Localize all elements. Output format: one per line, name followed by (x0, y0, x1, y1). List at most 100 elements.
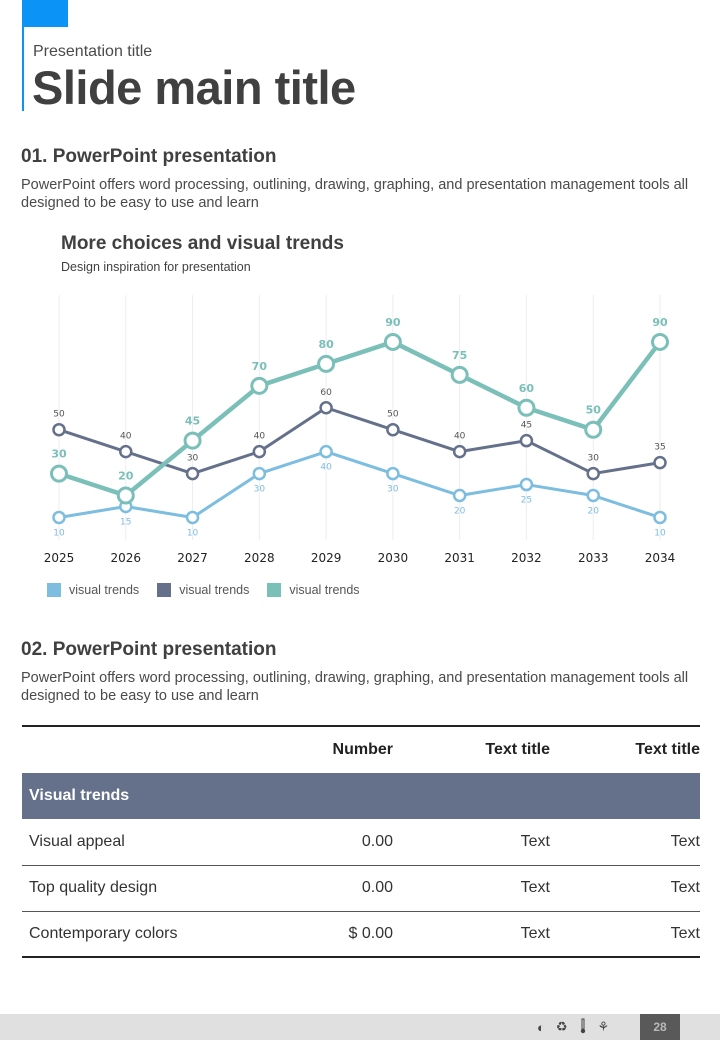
x-tick-label: 2031 (444, 551, 475, 565)
x-tick-label: 2027 (177, 551, 208, 565)
section2-body: PowerPoint offers word processing, outli… (21, 670, 689, 704)
x-tick-label: 2026 (111, 551, 142, 565)
table-cell: Visual appeal (22, 819, 252, 866)
data-label: 40 (454, 432, 466, 442)
section1-body: PowerPoint offers word processing, outli… (21, 177, 689, 211)
data-label: 90 (385, 316, 401, 329)
data-point (386, 466, 400, 481)
series-line (58, 339, 662, 498)
data-point (52, 422, 66, 437)
data-label: 60 (519, 382, 535, 395)
accent-block (22, 0, 68, 27)
x-tick-label: 2029 (311, 551, 342, 565)
globe-icon: ◐ (537, 1019, 545, 1035)
data-label: 10 (654, 528, 666, 538)
table-header-row: Number Text title Text title (22, 726, 700, 773)
table-header: Number (332, 741, 393, 758)
series-line (58, 406, 661, 476)
table-cell: $ 0.00 (348, 924, 393, 942)
data-point (116, 486, 135, 505)
data-point (183, 431, 202, 450)
table-row: Contemporary colors $ 0.00 Text Text (22, 911, 700, 957)
table-cell: Text (400, 865, 550, 912)
table-cell: Top quality design (22, 865, 252, 912)
legend-item: visual trends (47, 583, 139, 597)
table-cell: Text (550, 865, 700, 912)
table-cell: Text (520, 924, 550, 942)
legend-label: visual trends (69, 583, 140, 597)
chart-legend: visual trends visual trends visual trend… (47, 583, 360, 597)
data-point (250, 376, 269, 395)
data-label: 50 (387, 410, 399, 420)
page-number: 28 (640, 1014, 680, 1040)
footer-bar (0, 1014, 720, 1040)
x-tick-label: 2030 (378, 551, 409, 565)
thermometer-icon (579, 1018, 587, 1037)
table-row: Visual appeal 0.00 Text Text (22, 819, 700, 866)
table-cell: Text (670, 924, 700, 942)
group-label: Visual trends (22, 773, 700, 819)
data-point (519, 433, 534, 448)
x-tick-label: 2034 (645, 551, 676, 565)
x-tick-label: 2033 (578, 551, 609, 565)
data-label: 75 (452, 349, 467, 362)
data-label: 20 (118, 470, 134, 483)
data-point (586, 466, 600, 481)
data-point (185, 510, 200, 525)
data-label: 40 (254, 432, 266, 442)
data-label: 30 (587, 454, 599, 464)
legend-label: visual trends (289, 583, 360, 597)
data-label: 30 (387, 485, 399, 495)
data-point (651, 332, 669, 351)
data-label: 30 (51, 448, 67, 461)
x-tick-label: 2028 (244, 551, 275, 565)
table-cell: Text (400, 819, 550, 866)
series-line (58, 450, 661, 519)
table-cell: Contemporary colors (29, 924, 178, 942)
legend-swatch (47, 583, 61, 597)
data-label: 35 (654, 443, 665, 453)
data-point (319, 444, 333, 459)
chart-subtitle: Design inspiration for presentation (61, 260, 251, 274)
plant-icon: ⚘ (597, 1019, 610, 1034)
legend-item: visual trends (267, 583, 360, 597)
data-label: 10 (187, 528, 199, 538)
data-point (319, 401, 333, 415)
data-label: 30 (254, 485, 266, 495)
legend-swatch (157, 583, 172, 597)
table-header: Text title (485, 741, 550, 758)
section1-title: 01. PowerPoint presentation (21, 146, 277, 167)
accent-line (22, 27, 24, 111)
data-label: 70 (252, 360, 268, 373)
data-label: 80 (318, 338, 334, 351)
data-label: 40 (120, 432, 132, 442)
legend-item: visual trends (157, 583, 249, 597)
recycle-icon: ♻ (555, 1019, 568, 1034)
presentation-title: Presentation title (33, 43, 153, 60)
data-label: 45 (185, 415, 200, 428)
data-point (519, 477, 534, 492)
table-header (22, 726, 252, 773)
legend-label: visual trends (179, 583, 250, 597)
data-point (119, 444, 133, 459)
footer-icons: ◐ ♻ ⚘ (537, 1014, 609, 1040)
data-label: 90 (652, 316, 668, 329)
data-point (653, 455, 667, 470)
table-cell: 0.00 (252, 819, 400, 866)
legend-swatch (267, 583, 282, 597)
data-point (452, 488, 467, 503)
data-point (52, 510, 66, 525)
data-label: 20 (587, 507, 599, 517)
data-label: 30 (187, 454, 199, 464)
table-cell: 0.00 (252, 865, 400, 912)
table-cell: Text (550, 819, 700, 866)
data-point (517, 398, 536, 417)
data-point (584, 420, 603, 439)
data-point (653, 510, 667, 525)
data-point (252, 466, 267, 481)
x-tick-label: 2032 (511, 551, 542, 565)
data-label: 45 (521, 421, 532, 431)
table-header: Text title (635, 741, 700, 758)
data-point (383, 332, 402, 351)
data-point (50, 464, 68, 483)
